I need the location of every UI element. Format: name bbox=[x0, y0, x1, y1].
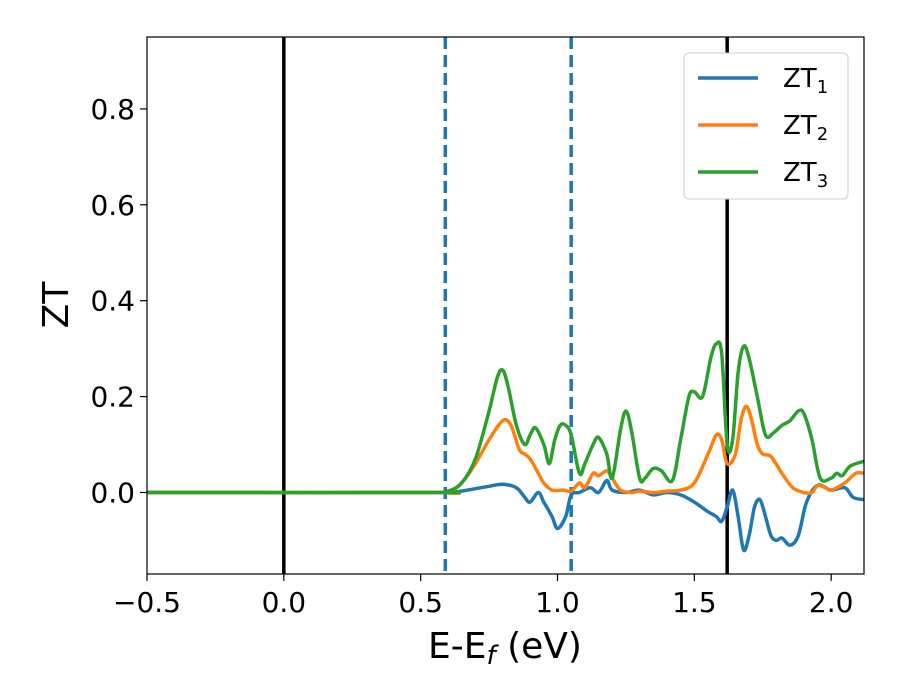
series-lines bbox=[147, 340, 864, 553]
x-tick-label: 2.0 bbox=[809, 586, 854, 619]
y-tick-label: 0.6 bbox=[90, 189, 135, 222]
y-axis-label: ZT bbox=[36, 281, 77, 329]
series-line-zt1 bbox=[147, 478, 864, 553]
y-tick-label: 0.8 bbox=[90, 93, 135, 126]
legend-label-zt1: ZT1 bbox=[783, 64, 828, 98]
x-axis-ticks: −0.5 0.0 0.5 1.0 1.5 2.0 bbox=[113, 574, 853, 619]
series-line-zt3 bbox=[147, 340, 864, 495]
x-tick-label: 0.5 bbox=[398, 586, 443, 619]
plot-frame bbox=[146, 36, 865, 575]
y-tick-label: 0.4 bbox=[90, 285, 135, 318]
series-line-zt2 bbox=[147, 404, 864, 495]
legend: ZT1 ZT2 ZT3 bbox=[683, 52, 849, 200]
x-axis-label: E-Ef (eV) bbox=[428, 626, 582, 671]
legend-box bbox=[683, 52, 849, 200]
y-tick-label: 0.0 bbox=[90, 476, 135, 509]
y-tick-label: 0.2 bbox=[90, 381, 135, 414]
legend-label-zt3: ZT3 bbox=[783, 158, 828, 192]
x-tick-label: −0.5 bbox=[113, 586, 181, 619]
x-tick-label: 0.0 bbox=[262, 586, 307, 619]
legend-label-zt2: ZT2 bbox=[783, 111, 828, 145]
y-axis-ticks: 0.0 0.2 0.4 0.6 0.8 bbox=[90, 93, 147, 509]
x-tick-label: 1.0 bbox=[535, 586, 580, 619]
x-tick-label: 1.5 bbox=[672, 586, 717, 619]
